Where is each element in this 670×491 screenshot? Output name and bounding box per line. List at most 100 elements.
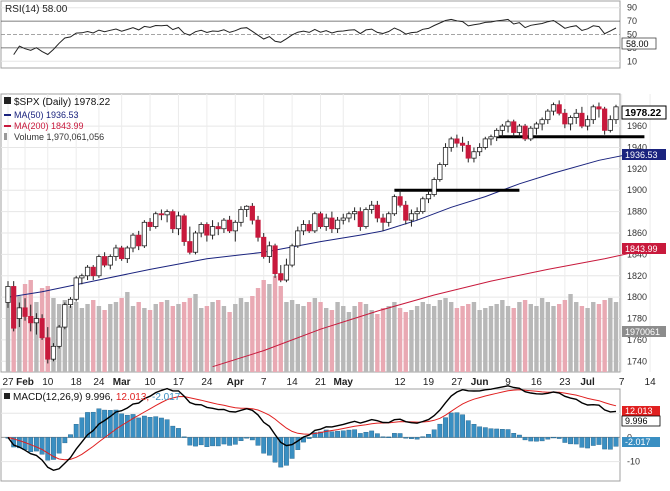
- x-axis-label: 12: [395, 377, 407, 388]
- macd-histogram-bar: [465, 420, 471, 438]
- candle-body: [136, 234, 142, 247]
- volume-bar: [397, 308, 403, 372]
- candle-body: [573, 112, 579, 118]
- candle-body: [170, 211, 176, 230]
- candle-body: [539, 119, 545, 125]
- macd-histogram-bar: [198, 437, 204, 446]
- macd-histogram-bar: [596, 437, 602, 445]
- macd-histogram-bar: [380, 436, 386, 438]
- macd-histogram-bar: [176, 428, 181, 438]
- macd-label: MACD(12,26,9) 9.996, 12.013, -2.017: [13, 392, 181, 403]
- candle-body: [516, 125, 523, 133]
- macd-histogram-bar: [420, 436, 426, 438]
- macd-histogram-bar: [585, 437, 590, 449]
- volume-bar: [392, 302, 397, 372]
- volume-bar: [341, 306, 346, 372]
- ma50-line: [7, 150, 645, 298]
- price-tick-label: 1960: [627, 121, 647, 131]
- volume-bar: [346, 312, 352, 372]
- rsi-value-flag-box: [621, 37, 657, 50]
- volume-bar: [579, 306, 585, 372]
- volume-bar: [380, 308, 386, 372]
- macd-histogram-bar: [403, 437, 409, 439]
- macd-histogram-bar: [164, 419, 170, 438]
- volume-bar: [488, 306, 494, 372]
- macd-histogram-bar: [113, 409, 119, 438]
- candle-body: [488, 136, 494, 140]
- candle-body: [62, 304, 68, 328]
- candle-body: [312, 213, 318, 232]
- volume-bar: [119, 298, 124, 372]
- candle-body: [494, 129, 500, 138]
- candle-body: [278, 273, 284, 281]
- volume-bar: [556, 304, 562, 372]
- macd-histogram-bar: [335, 430, 340, 438]
- price-legend-swatch: [4, 97, 11, 104]
- macd-histogram-bar: [357, 433, 363, 438]
- price-panel: 1740 1760 1780 1800 1820 1840 1860 1880 1900 1920…: [0, 93, 667, 388]
- volume-bar: [159, 302, 164, 372]
- x-axis-label: 27: [451, 377, 463, 388]
- volume-bar: [73, 302, 79, 372]
- macd-histogram-bar: [613, 437, 619, 447]
- price-title: $SPX (Daily) 1978.22: [14, 97, 111, 108]
- price-tick-label: 1920: [627, 164, 647, 174]
- macd-histogram-bar: [460, 414, 465, 438]
- candle-body: [567, 117, 574, 125]
- candle-body: [459, 142, 466, 146]
- macd-signal-flag-box: [622, 406, 660, 416]
- macd-histogram-bar: [562, 437, 568, 443]
- volume-bar: [426, 304, 431, 372]
- ma200-legend: MA(200) 1843.99: [14, 121, 84, 131]
- candle-body: [39, 318, 45, 339]
- candle-body: [323, 217, 329, 227]
- volume-bar: [272, 276, 278, 372]
- candle-body: [90, 266, 96, 277]
- volume-bar: [136, 302, 141, 372]
- rsi-tick-label: 90: [627, 3, 637, 13]
- candle-body: [386, 213, 392, 223]
- macd-label-prefix: MACD(12,26,9): [13, 392, 85, 403]
- macd-histogram-bar: [85, 412, 90, 438]
- candle-body: [96, 256, 102, 277]
- volume-bar: [233, 304, 238, 372]
- volume-bar: [142, 308, 147, 372]
- volume-bar: [596, 304, 602, 372]
- macd-histogram-bar: [227, 437, 233, 446]
- volume-bar: [329, 310, 335, 372]
- ma50-flag: 1936.53: [625, 150, 658, 160]
- macd-histogram-bar: [528, 437, 534, 442]
- volume-bar: [267, 284, 272, 372]
- macd-histogram-bar: [107, 410, 113, 438]
- candle-body: [153, 213, 159, 227]
- candle-body: [391, 196, 397, 215]
- candle-body: [101, 256, 108, 266]
- candle-body: [73, 277, 79, 300]
- x-axis-label: Mar: [113, 377, 131, 388]
- macd-histogram-bar: [130, 414, 136, 438]
- macd-histogram-bar: [511, 433, 517, 438]
- macd-histogram-bar: [414, 437, 420, 440]
- volume-bar: [306, 302, 312, 372]
- volume-bar: [96, 306, 102, 372]
- macd-tick-label: -10: [627, 457, 640, 467]
- volume-bar: [403, 312, 408, 372]
- macd-histogram-bar: [391, 433, 397, 438]
- macd-histogram-bar: [51, 437, 56, 460]
- candle-body: [607, 119, 613, 131]
- candle-body: [425, 194, 432, 200]
- volume-bar: [517, 302, 522, 372]
- price-tick-label: 1740: [627, 356, 647, 366]
- volume-bar: [79, 308, 85, 372]
- volume-bar: [420, 302, 426, 372]
- candle-body: [158, 213, 165, 216]
- last-price-flag: 1978.22: [625, 108, 662, 119]
- price-tick-label: 1800: [627, 292, 647, 302]
- candle-body: [295, 230, 301, 247]
- volume-bar: [312, 298, 318, 372]
- volume-bar: [477, 310, 482, 372]
- x-axis-label: 10: [42, 377, 54, 388]
- candle-body: [346, 213, 352, 219]
- candle-body: [67, 298, 74, 306]
- macd-signal-line: [7, 389, 617, 461]
